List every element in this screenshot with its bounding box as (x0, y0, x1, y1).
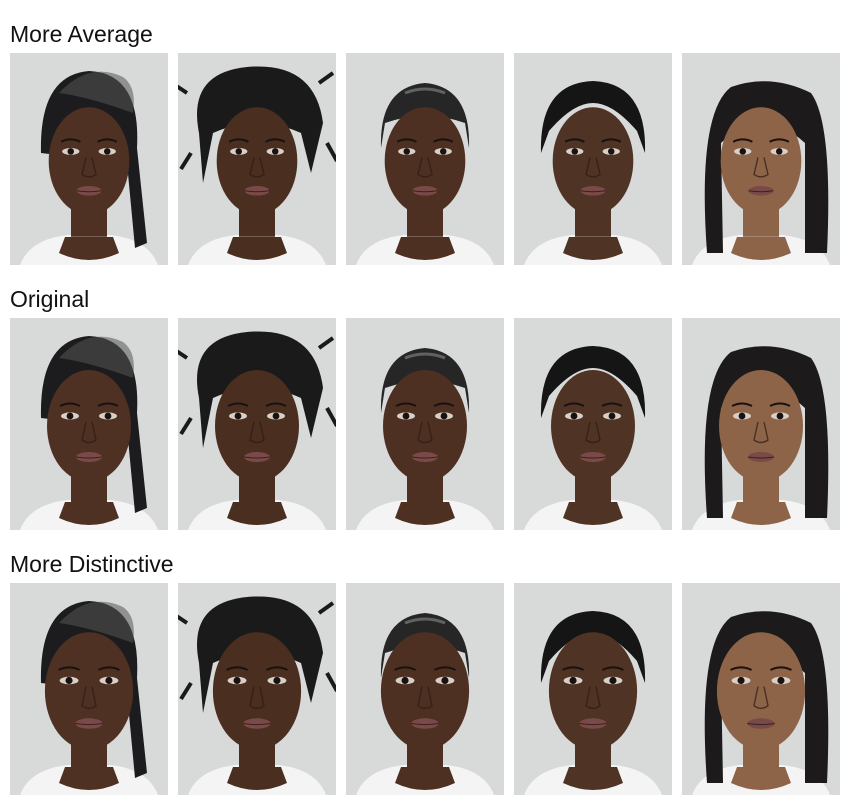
face-photo-distinctive-5 (682, 583, 840, 795)
row-label-original: Original (10, 286, 90, 312)
face-photo-original-4 (514, 318, 672, 530)
face-photo-average-1 (10, 53, 168, 265)
face-photo-original-2 (178, 318, 336, 530)
face-photo-average-3 (346, 53, 504, 265)
face-photo-original-5 (682, 318, 840, 530)
row-label-average: More Average (10, 21, 153, 47)
face-photo-original-3 (346, 318, 504, 530)
face-photo-distinctive-1 (10, 583, 168, 795)
face-photo-distinctive-2 (178, 583, 336, 795)
face-photo-average-2 (178, 53, 336, 265)
face-photo-original-1 (10, 318, 168, 530)
face-photo-average-4 (514, 53, 672, 265)
face-photo-average-5 (682, 53, 840, 265)
row-label-distinctive: More Distinctive (10, 551, 174, 577)
face-photo-distinctive-4 (514, 583, 672, 795)
face-photo-distinctive-3 (346, 583, 504, 795)
